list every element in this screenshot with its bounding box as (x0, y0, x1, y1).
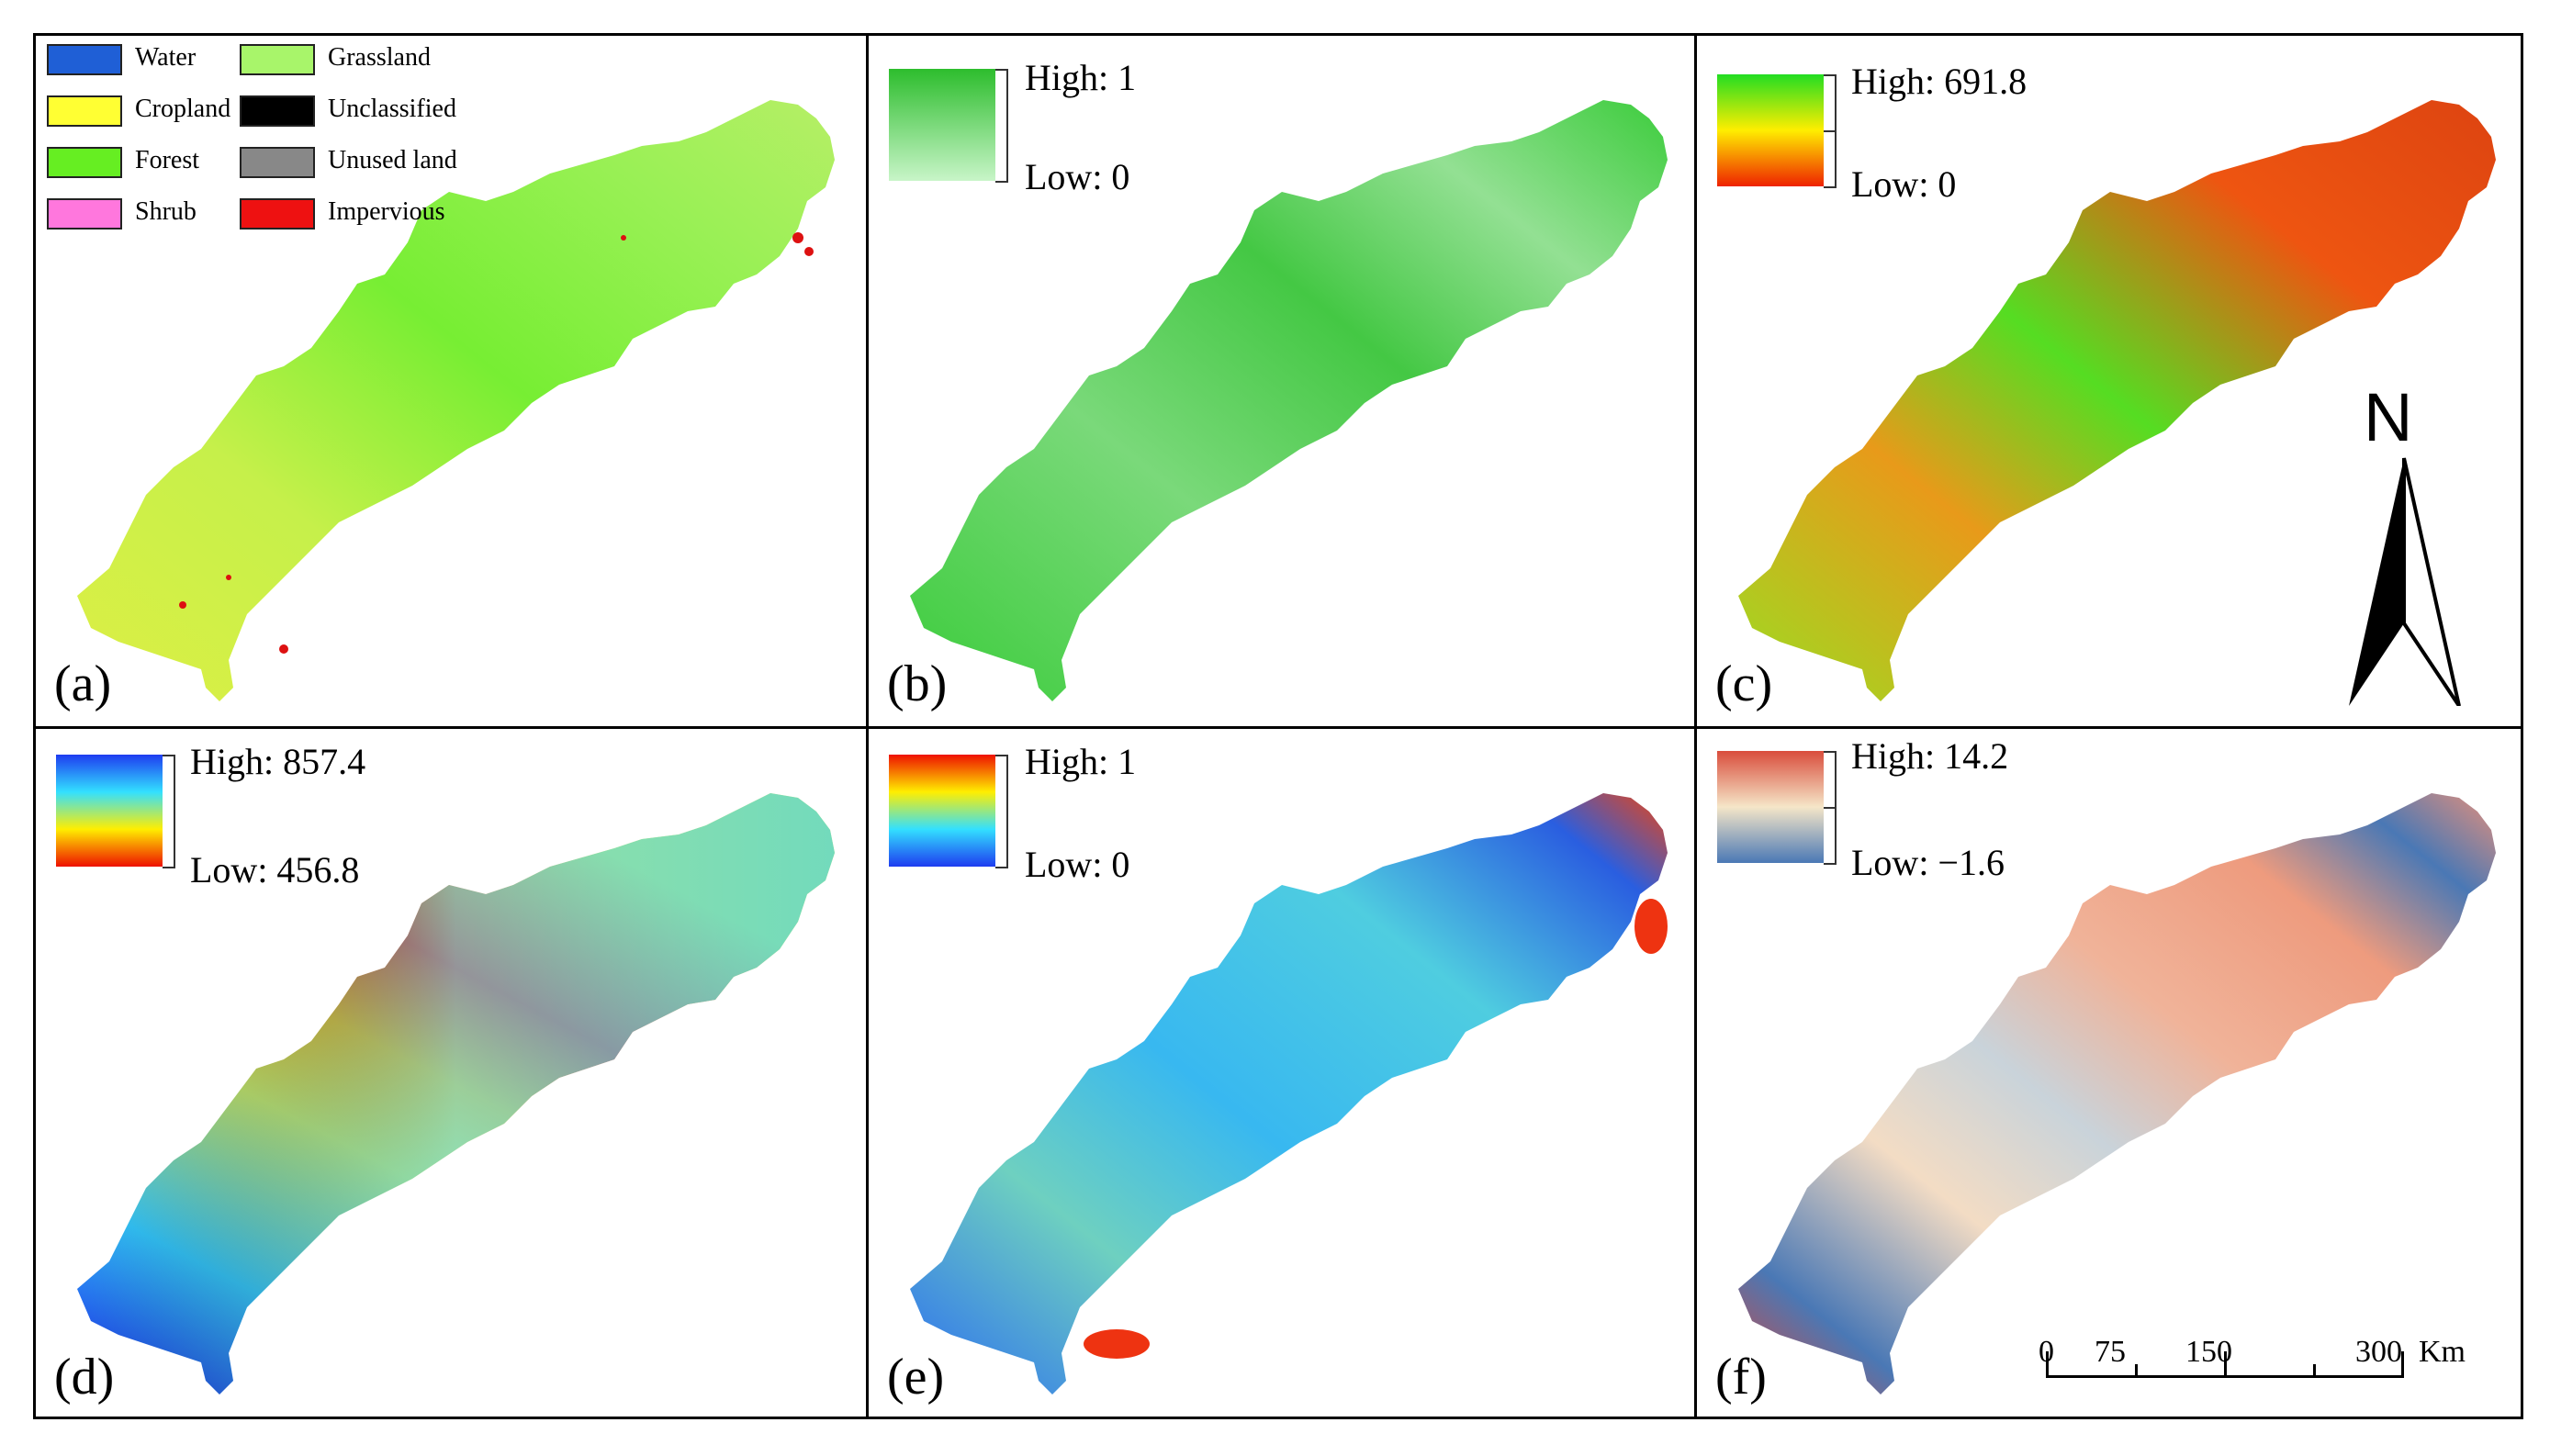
map-landcover (77, 100, 835, 701)
impervious-patches (179, 232, 814, 654)
ramp-low-label: Low: 0 (1025, 156, 1130, 197)
scale-unit: Km (2419, 1335, 2466, 1369)
legend-label: Unclassified (328, 95, 456, 123)
panel-a: Water Cropland Forest Shrub Grassland Unclass… (36, 36, 866, 726)
color-ramp (1717, 751, 1837, 865)
color-ramp (889, 755, 1008, 868)
legend-label: Forest (135, 146, 199, 174)
ramp-tick (163, 867, 175, 868)
legend-swatch (240, 95, 315, 127)
ramp-low-label: Low: −1.6 (1851, 842, 2005, 883)
scale-label-300: 300 (2355, 1335, 2402, 1369)
panel-b: High: 1 Low: 0 (b) (869, 36, 1699, 726)
legend-swatch (47, 197, 122, 230)
north-label: N (2364, 379, 2413, 455)
ramp-axis (1006, 755, 1008, 868)
ramp-axis (1006, 69, 1008, 183)
scale-bar (2046, 1338, 2413, 1384)
ramp-high-label: High: 1 (1025, 741, 1137, 782)
legend-item-cropland: Cropland (47, 91, 230, 128)
legend-label: Unused land (328, 146, 457, 174)
scale-label-75: 75 (2095, 1335, 2126, 1369)
color-ramp-bar (56, 755, 163, 867)
legend-swatch (47, 146, 122, 178)
scale-label-150: 150 (2185, 1335, 2232, 1369)
legend-label: Impervious (328, 197, 445, 226)
map-e (910, 793, 1668, 1394)
legend-item-impervious: Impervious (240, 194, 445, 230)
map-d (77, 793, 835, 1394)
legend-swatch (47, 43, 122, 75)
ramp-axis (174, 755, 175, 868)
scale-tick (2224, 1351, 2227, 1378)
ramp-tick (1824, 751, 1837, 753)
legend-label: Shrub (135, 197, 197, 226)
color-ramp (56, 755, 175, 868)
scale-label-0: 0 (2039, 1335, 2054, 1369)
scale-tick (2401, 1351, 2404, 1378)
color-ramp (1717, 74, 1837, 188)
scale-tick (2135, 1364, 2138, 1378)
legend-swatch (240, 43, 315, 75)
ramp-high-label: High: 691.8 (1851, 61, 2028, 102)
color-ramp (889, 69, 1008, 183)
legend-item-water: Water (47, 39, 196, 76)
ramp-tick (1824, 807, 1837, 809)
ramp-tick (995, 867, 1008, 868)
legend-item-shrub: Shrub (47, 194, 197, 230)
color-ramp-bar (1717, 751, 1824, 863)
ramp-tick (995, 755, 1008, 756)
high-value-patches (1084, 899, 1668, 1359)
legend-label: Water (135, 43, 197, 72)
ramp-tick (1824, 863, 1837, 865)
color-ramp-bar (1717, 74, 1824, 186)
divider-horizontal (36, 726, 2521, 729)
ramp-high-label: High: 1 (1025, 57, 1137, 98)
panel-c: High: 691.8 Low: 0 N (c) (1697, 36, 2527, 726)
ramp-high-label: High: 14.2 (1851, 735, 2009, 777)
color-ramp-bar (889, 755, 995, 867)
ramp-axis (1835, 751, 1837, 865)
ramp-low-label: Low: 0 (1851, 163, 1957, 205)
ramp-tick (1824, 74, 1837, 76)
panel-label: (e) (887, 1349, 945, 1406)
map-f (1738, 793, 2496, 1394)
panel-f: High: 14.2 Low: −1.6 0 75 150 300 Km (f) (1697, 729, 2527, 1419)
ramp-tick (995, 69, 1008, 71)
legend-item-forest: Forest (47, 142, 199, 179)
panel-d: High: 857.4 Low: 456.8 (d) (36, 729, 866, 1419)
panel-e: High: 1 Low: 0 (e) (869, 729, 1699, 1419)
north-arrow-icon (2349, 457, 2461, 706)
ramp-tick (163, 755, 175, 756)
legend-swatch (240, 197, 315, 230)
ramp-axis (1835, 74, 1837, 188)
scale-tick (2046, 1351, 2049, 1378)
legend-item-grassland: Grassland (240, 39, 431, 76)
ramp-tick (1824, 130, 1837, 132)
map-c (1738, 100, 2496, 701)
panel-label: (f) (1715, 1349, 1767, 1406)
legend-label: Grassland (328, 43, 431, 72)
ramp-tick (995, 181, 1008, 183)
ramp-high-label: High: 857.4 (190, 741, 366, 782)
ramp-low-label: Low: 0 (1025, 844, 1130, 885)
ramp-low-label: Low: 456.8 (190, 849, 360, 890)
legend-swatch (47, 95, 122, 127)
ramp-tick (1824, 186, 1837, 188)
legend-item-unclassified: Unclassified (240, 91, 456, 128)
panel-label: (c) (1715, 655, 1773, 712)
color-ramp-bar (889, 69, 995, 181)
scale-tick (2313, 1364, 2316, 1378)
legend-label: Cropland (135, 95, 231, 123)
panel-label: (a) (54, 655, 112, 712)
legend-item-unused-land: Unused land (240, 142, 457, 179)
legend-swatch (240, 146, 315, 178)
panel-label: (b) (887, 655, 948, 712)
figure-frame: Water Cropland Forest Shrub Grassland Unclass… (33, 33, 2523, 1419)
map-b (910, 100, 1668, 701)
panel-label: (d) (54, 1349, 115, 1406)
